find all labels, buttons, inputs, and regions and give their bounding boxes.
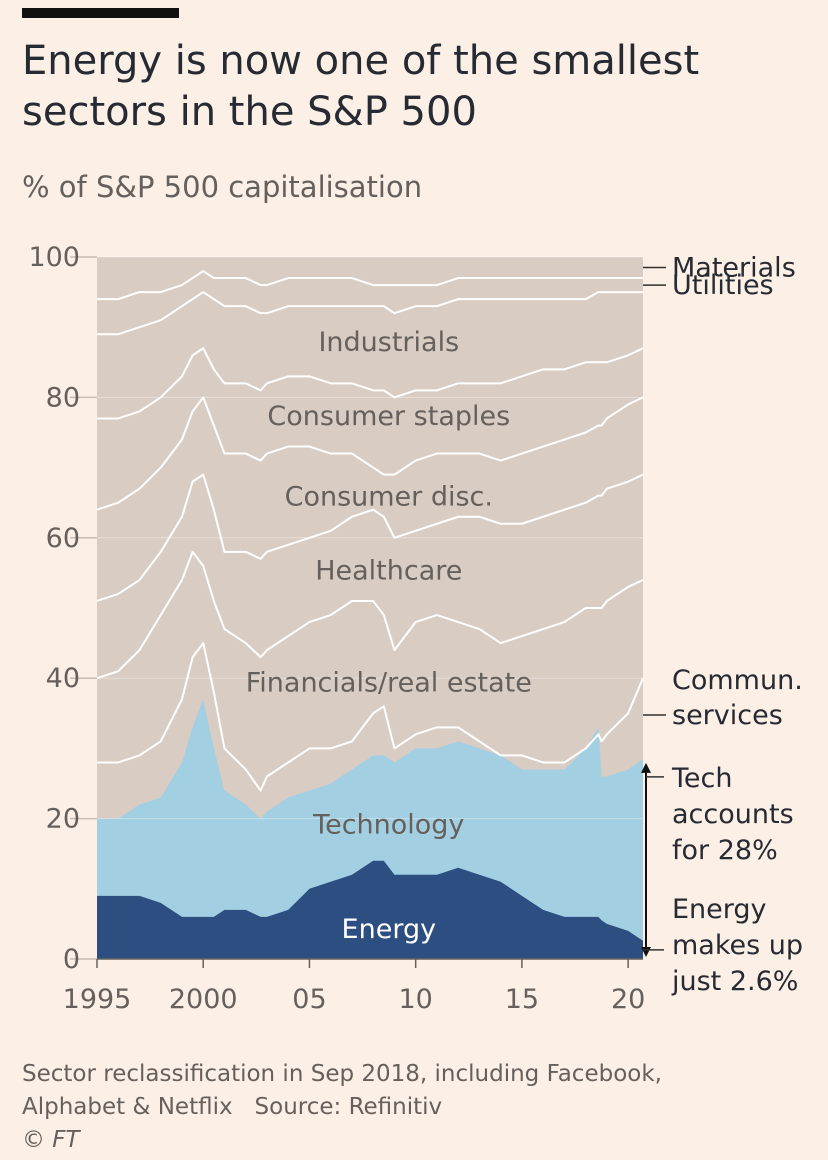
label-materials: Materials bbox=[672, 253, 796, 284]
footer-note: Sector reclassification in Sep 2018, inc… bbox=[22, 1061, 662, 1087]
y-tick-label: 100 bbox=[28, 242, 80, 273]
boundary-line-healthcare bbox=[96, 473, 644, 602]
region-label-energy: Energy bbox=[342, 914, 437, 945]
ft-top-bar bbox=[22, 8, 179, 18]
x-tick-label: 05 bbox=[292, 984, 326, 1015]
region-label-consumer-disc: Consumer disc. bbox=[285, 482, 493, 513]
label-commun: Commun. bbox=[672, 665, 803, 696]
x-axis: 1995 2000 05 10 15 20 bbox=[63, 958, 645, 1015]
footer-note-2: Alphabet & Netflix bbox=[22, 1094, 233, 1120]
boundary-line-utilities bbox=[97, 270, 643, 301]
chart-subtitle: % of S&P 500 capitalisation bbox=[22, 170, 423, 204]
label-energy-line: makes up bbox=[672, 930, 803, 961]
y-tick-label: 80 bbox=[46, 382, 80, 413]
boundary-line-commun-services bbox=[97, 642, 644, 792]
y-tick-label: 20 bbox=[46, 804, 80, 835]
label-services: services bbox=[672, 700, 783, 731]
footer: Sector reclassification in Sep 2018, inc… bbox=[22, 1058, 812, 1157]
x-tick-label: 20 bbox=[611, 984, 645, 1015]
label-tech-line: accounts bbox=[672, 799, 794, 830]
region-label-consumer-staples: Consumer staples bbox=[267, 401, 510, 432]
region-label-industrials: Industrials bbox=[318, 327, 459, 358]
chart-title: Energy is now one of the smallest sector… bbox=[22, 38, 700, 135]
y-tick-label: 60 bbox=[46, 523, 80, 554]
boundary-line-financials-real-estate bbox=[96, 550, 644, 680]
gridlines bbox=[97, 256, 643, 820]
region-label-healthcare: Healthcare bbox=[315, 555, 462, 586]
label-energy-line: just 2.6% bbox=[671, 966, 798, 997]
label-energy-line: Energy bbox=[672, 894, 767, 925]
label-tech-line: for 28% bbox=[672, 835, 778, 866]
boundary-line-industrials bbox=[97, 291, 643, 336]
boundary-line-consumer-disc- bbox=[96, 396, 644, 511]
label-tech-line: Tech bbox=[671, 763, 732, 794]
x-tick-label: 15 bbox=[505, 984, 539, 1015]
arrow-head-up bbox=[641, 762, 651, 773]
x-tick-label: 10 bbox=[398, 984, 432, 1015]
footer-copyright: © FT bbox=[22, 1127, 80, 1153]
region-label-financials-real-estate: Financials/real estate bbox=[246, 668, 532, 699]
y-axis: 0 20 40 60 80 100 bbox=[28, 242, 97, 975]
y-tick-label: 40 bbox=[46, 663, 80, 694]
footer-source: Source: Refinitiv bbox=[254, 1094, 443, 1120]
boundary-line-consumer-staples bbox=[97, 347, 644, 420]
plot-area bbox=[96, 257, 644, 959]
label-utilities: Utilities bbox=[672, 270, 774, 301]
region-label-technology: Technology bbox=[312, 810, 464, 841]
area-energy bbox=[97, 860, 643, 959]
region-labels: Industrials Consumer staples Consumer disc… bbox=[246, 327, 532, 945]
x-tick-label: 1995 bbox=[63, 984, 132, 1015]
x-tick-label: 2000 bbox=[169, 984, 238, 1015]
y-tick-label: 0 bbox=[63, 944, 80, 975]
stacked-area-chart: 0 20 40 60 80 100 1995 2000 05 10 15 20 Industrial… bbox=[28, 242, 803, 1015]
